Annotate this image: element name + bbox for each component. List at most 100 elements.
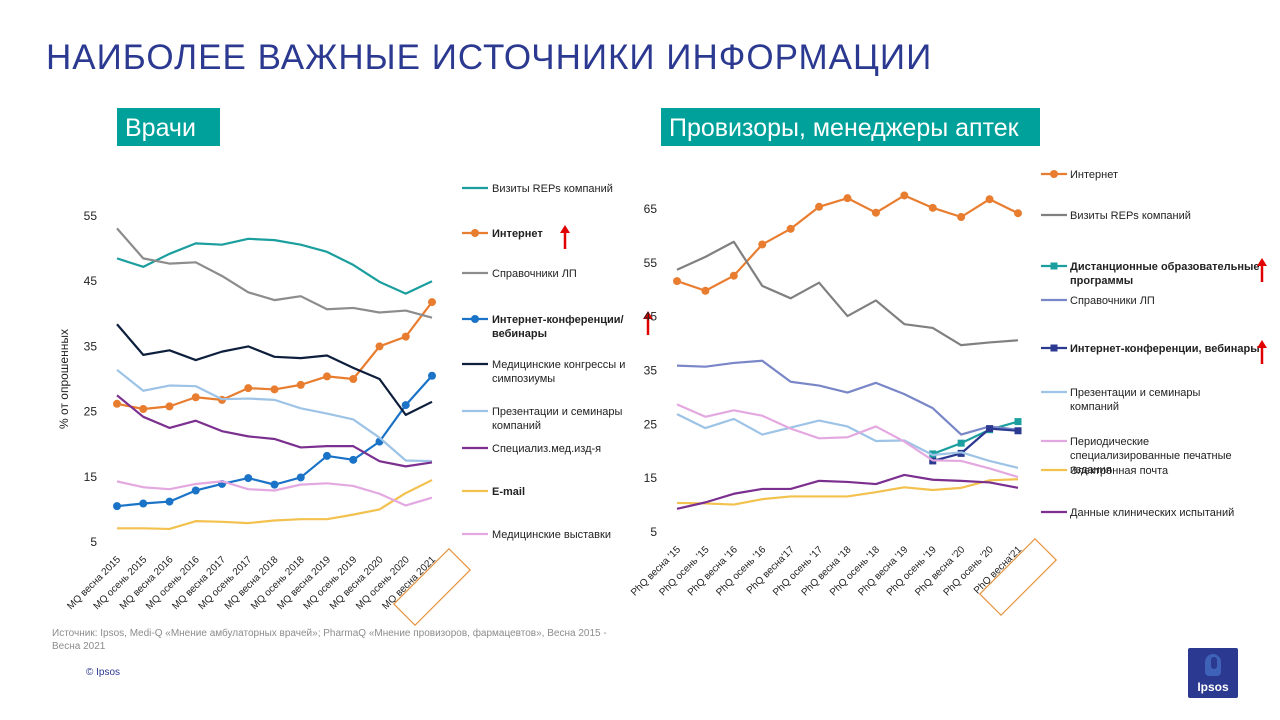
y-tick-label: 25 [84,405,98,419]
y-tick-label: 35 [644,363,658,377]
highlight-box [978,537,1058,617]
series-9: Медицинские выставки [116,480,611,541]
series-line [676,403,1019,479]
data-point [113,399,121,408]
data-point [786,224,795,233]
data-point [758,240,767,249]
data-point [165,497,174,506]
data-point [1014,427,1022,435]
x-tick-label: PhQ осень '19 [885,544,939,598]
data-point [296,473,305,482]
legend-label: Презентации и семинары [1070,387,1201,399]
data-point [270,385,279,394]
y-tick-label: 15 [84,470,98,484]
data-point [323,372,331,381]
legend-label: Дистанционные образовательные [1070,261,1260,273]
legend-label: Визиты REPs компаний [1070,210,1191,222]
series-2: Визиты REPs компаний [676,210,1191,347]
series-4: Справочники ЛП [676,295,1155,436]
x-tick-label: PhQ весна '20 [913,544,967,598]
data-point [1014,209,1022,218]
data-point [428,371,436,380]
data-point [244,384,253,393]
series-line [676,240,1019,347]
data-point [296,380,305,389]
legend-label: вебинары [492,328,547,340]
series-line [676,413,1019,469]
panel-label-pharmacists: Провизоры, менеджеры аптек [661,108,1040,146]
series-line [676,194,1019,292]
series-line [117,479,433,531]
data-point [191,393,200,402]
series-line [932,427,1019,462]
x-tick-label: PhQ весна '19 [856,544,910,598]
legend-label: Данные клинических испытаний [1070,507,1234,519]
data-point [349,375,358,383]
legend-label: Презентации и семинары [492,406,623,418]
y-tick-label: 5 [90,535,97,549]
data-point [843,194,852,203]
data-point [701,286,710,295]
series-line [116,369,433,463]
series-1: Интернет [673,169,1118,295]
legend-label: Интернет [1070,169,1118,181]
page-title: НАИБОЛЕЕ ВАЖНЫЕ ИСТОЧНИКИ ИНФОРМАЦИИ [46,38,933,77]
data-point [729,271,738,280]
ipsos-logo: Ipsos [1188,648,1238,698]
source-note: Источник: Ipsos, Medi-Q «Мнение амбулато… [52,628,607,652]
series-8: E-mail [117,479,525,531]
data-point [871,208,880,217]
x-tick-label: PhQ осень '18 [828,544,882,598]
data-point [986,425,994,433]
highlight-box [392,547,472,627]
data-point [323,451,331,460]
legend-label: специализированные печатные [1070,450,1232,462]
series-7: Специализ.мед.изд-я [116,394,601,468]
legend-label: издания [1070,464,1112,476]
data-point [928,203,937,212]
data-point [1014,418,1022,426]
series-8: Электронная почта [676,465,1169,506]
data-point [401,401,410,410]
legend-marker [471,229,479,237]
legend-label: компаний [492,420,541,432]
series-3: Справочники ЛП [116,227,577,319]
logo-text: Ipsos [1197,680,1229,694]
data-point [165,402,174,411]
series-6: Презентации и семинары компаний [676,387,1201,469]
series-6: Презентации и семинары компаний [116,369,623,463]
x-tick-label: PhQ осень '15 [657,544,711,598]
legend-marker [1050,344,1058,352]
legend-label: Электронная почта [1070,465,1169,477]
series-9: Данные клинических испытаний [676,473,1234,519]
y-tick-label: 45 [644,310,658,324]
data-point [985,195,994,204]
data-point [673,277,681,286]
data-point [244,474,253,483]
data-point [900,191,909,200]
legend-label: Справочники ЛП [1070,295,1155,307]
y-tick-label: 25 [644,417,658,431]
series-line [676,359,1019,436]
legend-marker [471,315,479,323]
data-point [191,486,200,495]
y-tick-label: 55 [84,209,98,223]
series-line [116,227,433,319]
data-point [401,332,410,341]
legend-label: симпозиумы [492,373,555,385]
series-line [116,394,433,468]
x-tick-label: PhQ весна '15 [629,544,683,598]
x-tick-label: PhQ весна '18 [800,544,854,598]
series-1: Визиты REPs компаний [116,183,613,295]
legend-marker [1050,170,1058,178]
series-line [116,480,433,507]
series-2: Интернет [113,225,570,413]
series-line [676,473,1019,510]
data-point [428,298,436,307]
legend-label: Интернет-конференции, вебинары [1070,343,1260,355]
data-point [375,342,384,351]
data-point [113,502,121,511]
legend-label: Визиты REPs компаний [492,183,613,195]
